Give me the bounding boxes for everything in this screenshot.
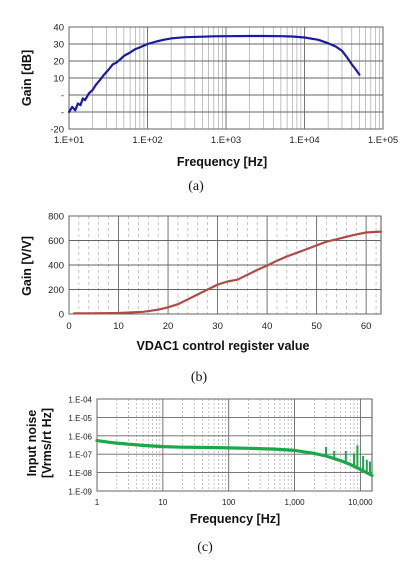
chart-c-spurs	[324, 445, 372, 475]
x-tick-label: 0	[66, 321, 71, 332]
series-line	[67, 34, 361, 114]
chart-a-ticks: 1.E+01 1.E+02 1.E+03 1.E+04 1.E+05 -20 - - 10 20 3…	[50, 23, 398, 147]
x-tick-label: 10,000	[348, 498, 373, 507]
chart-c-ticks: 1 10 100 1,000 10,000 1.E-09 1.E-08 1.E-07 1.E-0…	[68, 396, 373, 508]
chart-c-y-axis-label-line1: Input noise	[25, 410, 39, 477]
y-tick-label: 10	[53, 74, 64, 85]
x-tick-label: 1.E+02	[132, 135, 162, 146]
chart-c-x-axis-label: Frequency [Hz]	[190, 512, 280, 526]
y-tick-label: 1.E-05	[68, 414, 92, 423]
y-tick-label: 1.E-04	[68, 396, 92, 405]
x-tick-label: 10	[113, 321, 124, 332]
y-tick-label: -	[61, 91, 64, 102]
chart-b-caption: (b)	[191, 370, 208, 385]
series-line	[95, 439, 374, 478]
chart-c-series	[95, 439, 374, 478]
x-tick-label: 1.E+04	[289, 135, 319, 146]
x-tick-label: 10	[158, 498, 167, 507]
y-tick-label: -20	[50, 125, 64, 136]
x-tick-label: 1,000	[285, 498, 306, 507]
series-line	[72, 230, 383, 315]
x-tick-label: 60	[361, 321, 372, 332]
chart-a-grid	[68, 26, 384, 130]
y-tick-label: 600	[48, 236, 64, 247]
chart-a-caption: (a)	[188, 179, 204, 194]
y-tick-label: 1.E-07	[68, 451, 92, 460]
chart-a-x-axis-label: Frequency [Hz]	[177, 155, 267, 169]
y-tick-label: 30	[53, 40, 64, 51]
y-tick-label: 1.E-09	[68, 488, 92, 497]
y-tick-label: 200	[48, 285, 64, 296]
x-tick-label: 1	[95, 498, 100, 507]
y-tick-label: 1.E-06	[68, 432, 92, 441]
chart-b-x-axis-label: VDAC1 control register value	[137, 339, 310, 353]
chart-b-series	[72, 230, 383, 315]
chart-a-y-axis-label: Gain [dB]	[20, 50, 34, 106]
y-tick-label: 400	[48, 261, 64, 272]
x-tick-label: 100	[222, 498, 236, 507]
gain-vs-frequency-chart: 1.E+01 1.E+02 1.E+03 1.E+04 1.E+05 -20 - - 10 20 3…	[20, 23, 398, 195]
chart-c-y-axis-label-line2: [Vrms/rt Hz]	[40, 408, 54, 478]
chart-b-grid	[68, 215, 382, 315]
y-tick-label: 20	[53, 57, 64, 68]
y-tick-label: 800	[48, 212, 64, 223]
chart-c-caption: (c)	[197, 540, 213, 555]
x-tick-label: 30	[212, 321, 223, 332]
y-tick-label: 0	[59, 310, 64, 321]
y-tick-label: 1.E-08	[68, 469, 92, 478]
x-tick-label: 40	[262, 321, 273, 332]
x-tick-label: 1.E+03	[211, 135, 241, 146]
x-tick-label: 50	[311, 321, 322, 332]
chart-b-y-axis-label: Gain [V/V]	[20, 236, 34, 296]
input-noise-chart: 1 10 100 1,000 10,000 1.E-09 1.E-08 1.E-07 1.E-0…	[25, 396, 374, 555]
y-tick-label: 40	[53, 23, 64, 34]
chart-a-series	[67, 34, 361, 114]
x-tick-label: 1.E+05	[368, 135, 398, 146]
x-tick-label: 1.E+01	[54, 135, 84, 146]
y-tick-label: -	[61, 108, 64, 119]
x-tick-label: 20	[163, 321, 174, 332]
